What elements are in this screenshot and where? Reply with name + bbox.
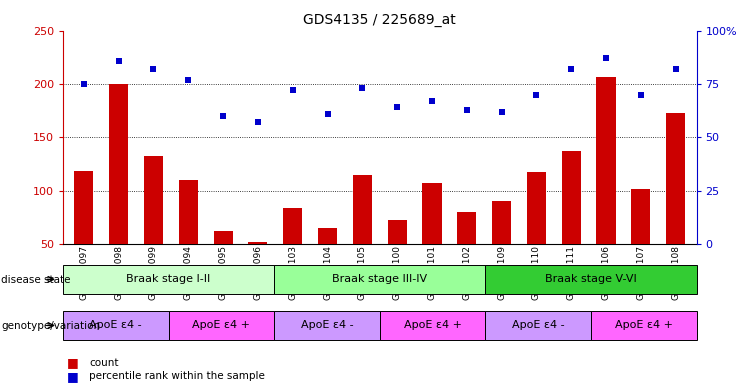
Bar	[353, 175, 372, 244]
Text: percentile rank within the sample: percentile rank within the sample	[89, 371, 265, 381]
Point	[287, 87, 299, 93]
Point	[252, 119, 264, 126]
Bar	[179, 180, 198, 244]
Bar	[422, 183, 442, 244]
Bar	[597, 76, 616, 244]
Bar	[318, 228, 337, 244]
Bar	[274, 265, 485, 294]
Point	[531, 91, 542, 98]
Bar	[248, 242, 268, 244]
Bar	[283, 208, 302, 244]
Point	[635, 91, 647, 98]
Bar	[527, 172, 546, 244]
Bar	[562, 151, 581, 244]
Point	[217, 113, 229, 119]
Point	[322, 111, 333, 117]
Point	[356, 85, 368, 91]
Point	[565, 66, 577, 72]
Point	[496, 109, 508, 115]
Point	[113, 58, 124, 64]
Text: ■: ■	[67, 370, 79, 383]
Bar	[666, 113, 685, 244]
Text: ApoE ε4 +: ApoE ε4 +	[404, 320, 462, 331]
Bar	[109, 84, 128, 244]
Text: Braak stage V-VI: Braak stage V-VI	[545, 274, 637, 285]
Text: ■: ■	[67, 356, 79, 369]
Bar	[274, 311, 380, 340]
Text: ApoE ε4 +: ApoE ε4 +	[193, 320, 250, 331]
Bar	[379, 311, 485, 340]
Point	[600, 55, 612, 61]
Bar	[74, 171, 93, 244]
Point	[461, 106, 473, 113]
Bar	[213, 231, 233, 244]
Bar	[144, 156, 163, 244]
Point	[182, 77, 194, 83]
Text: ApoE ε4 -: ApoE ε4 -	[301, 320, 353, 331]
Text: disease state: disease state	[1, 275, 71, 285]
Text: ApoE ε4 -: ApoE ε4 -	[90, 320, 142, 331]
Bar	[63, 311, 169, 340]
Bar	[492, 201, 511, 244]
Bar	[63, 265, 274, 294]
Text: Braak stage III-IV: Braak stage III-IV	[332, 274, 428, 285]
Bar	[457, 212, 476, 244]
Point	[426, 98, 438, 104]
Bar	[631, 189, 651, 244]
Bar	[591, 311, 697, 340]
Point	[78, 81, 90, 87]
Point	[391, 104, 403, 111]
Text: count: count	[89, 358, 119, 368]
Title: GDS4135 / 225689_at: GDS4135 / 225689_at	[303, 13, 456, 27]
Bar	[169, 311, 274, 340]
Point	[147, 66, 159, 72]
Point	[670, 66, 682, 72]
Text: ApoE ε4 +: ApoE ε4 +	[615, 320, 673, 331]
Bar	[388, 220, 407, 244]
Text: genotype/variation: genotype/variation	[1, 321, 101, 331]
Text: ApoE ε4 -: ApoE ε4 -	[512, 320, 565, 331]
Bar	[485, 265, 697, 294]
Text: Braak stage I-II: Braak stage I-II	[127, 274, 210, 285]
Bar	[485, 311, 591, 340]
